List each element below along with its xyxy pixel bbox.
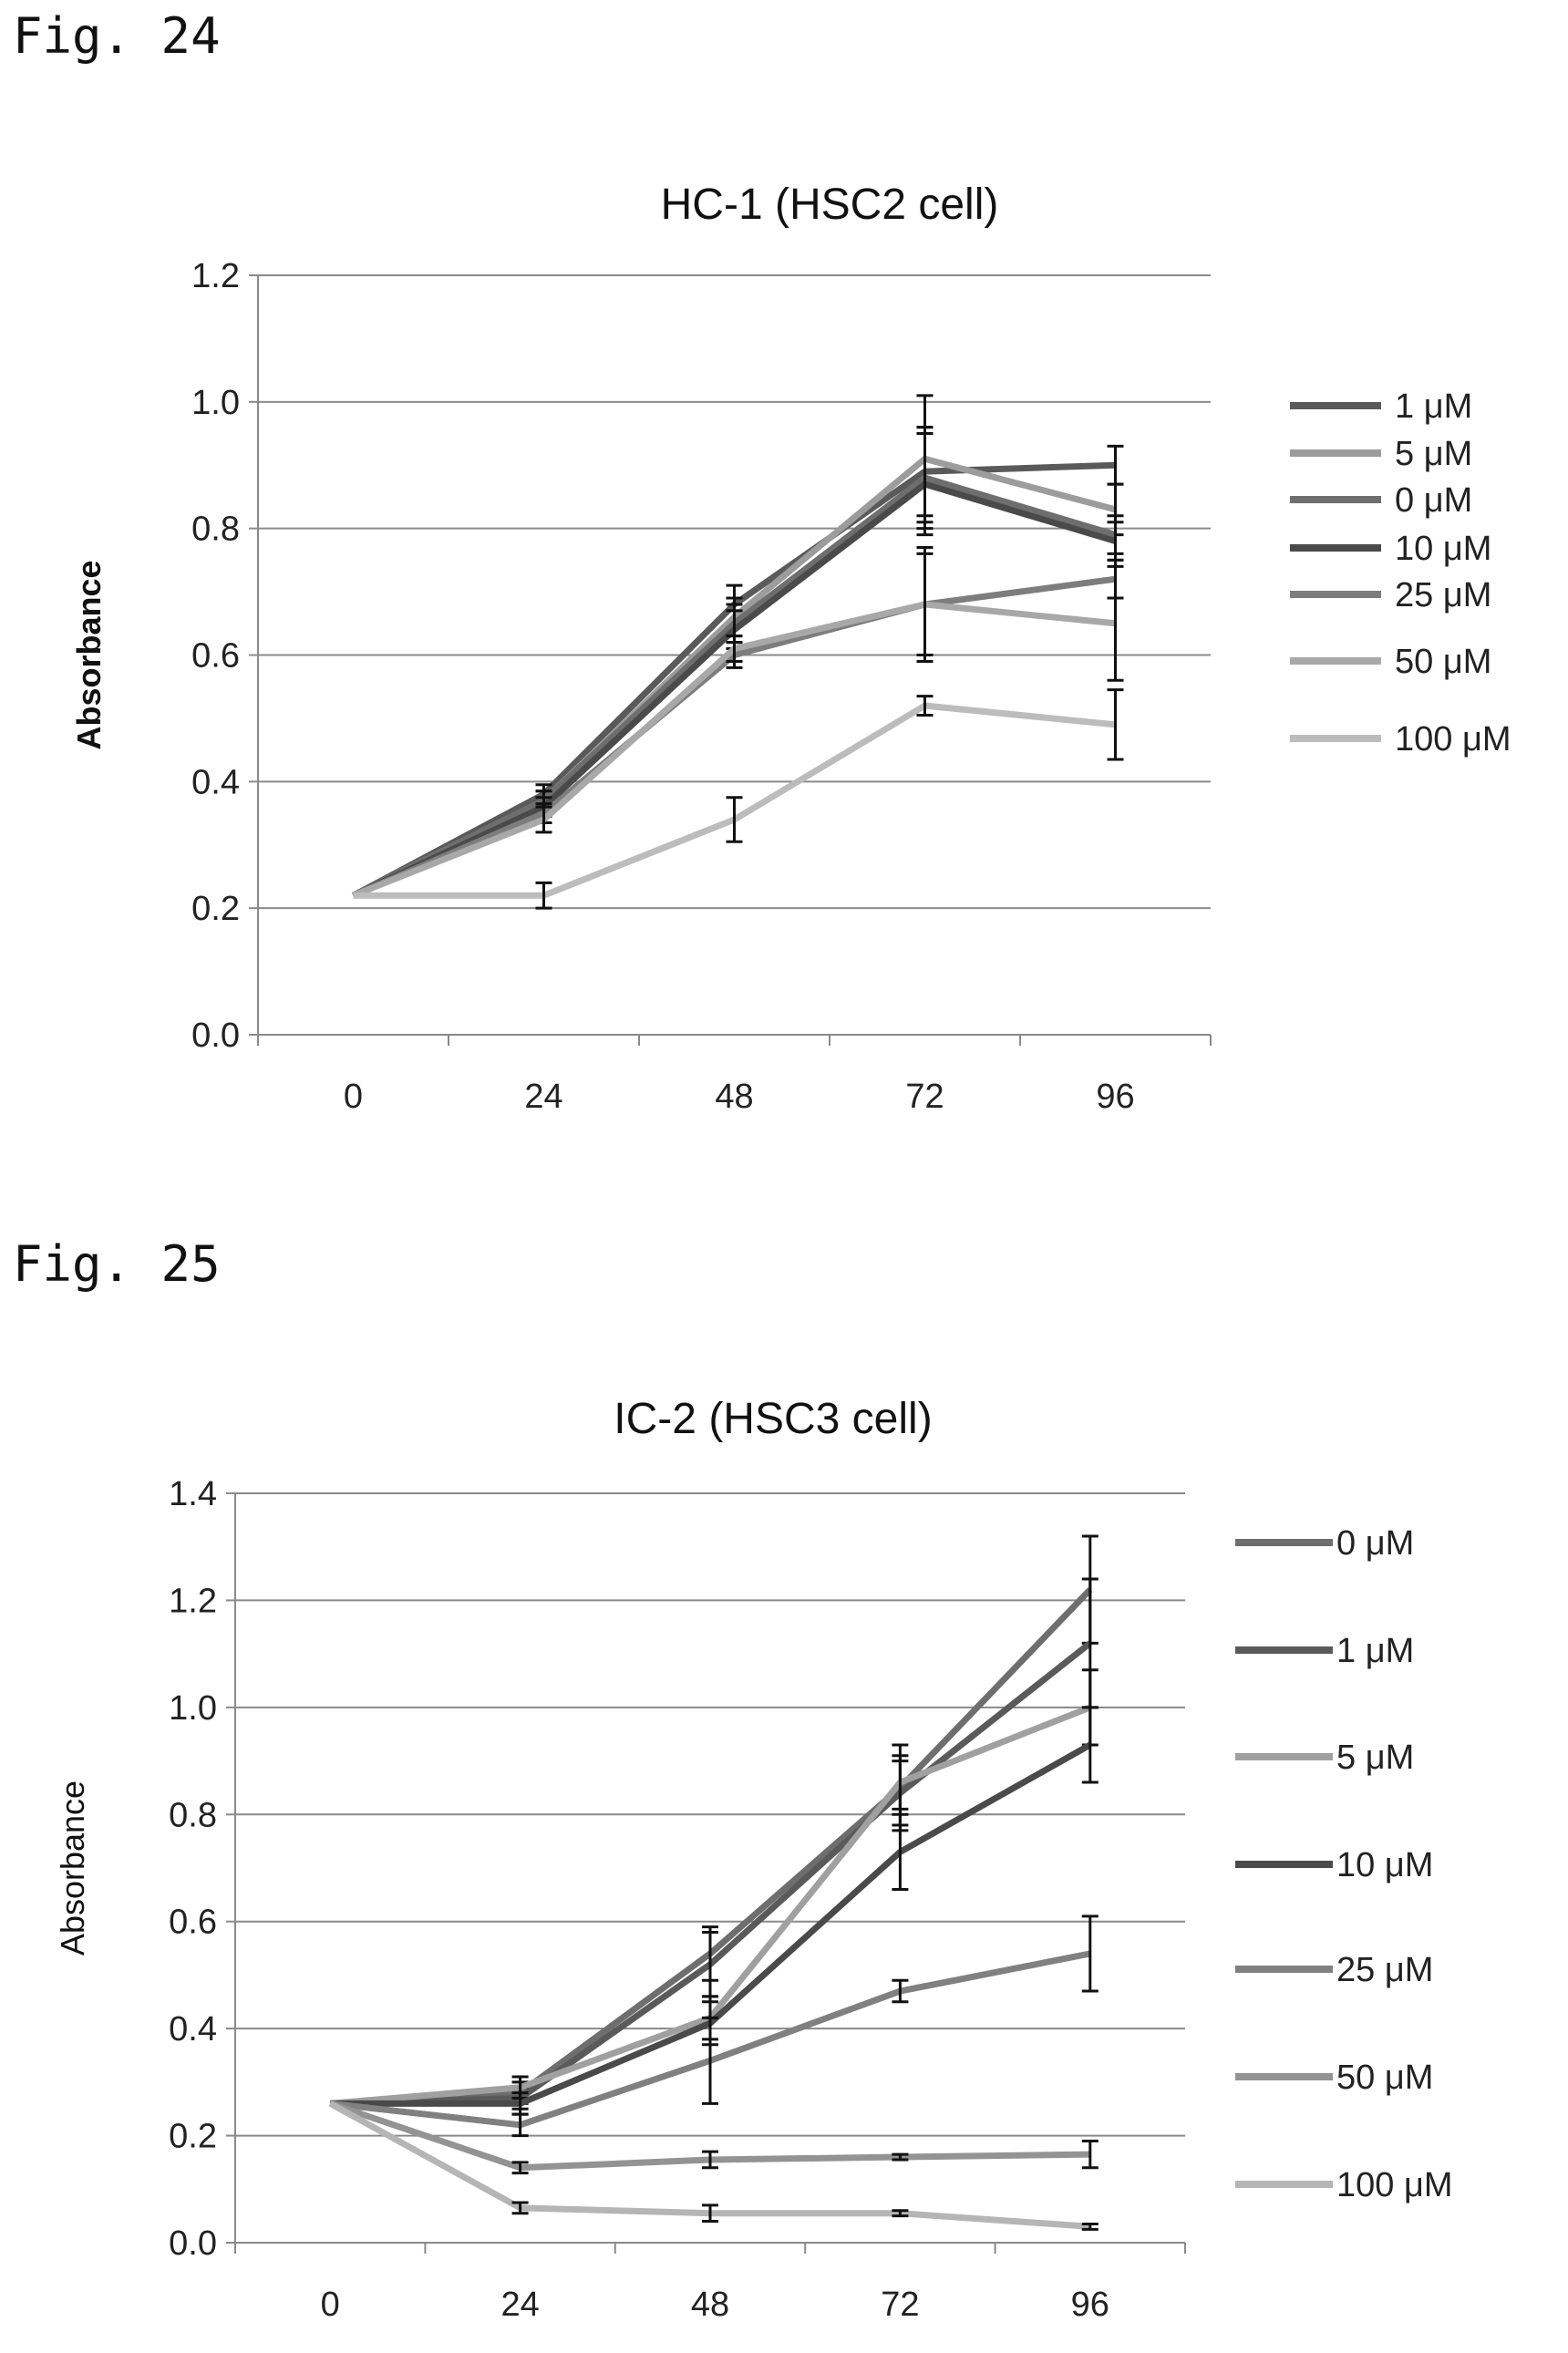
y-tick-label: 1.2 — [191, 257, 240, 295]
y-tick-label: 0.6 — [191, 637, 240, 676]
chart-hc1-hsc2: HC-1 (HSC2 cell) 0.0 0.2 0.4 0.6 0.8 1.0 1.2 0 24… — [70, 181, 1511, 1116]
chart-title: HC-1 (HSC2 cell) — [661, 181, 999, 229]
x-tick-label: 96 — [1071, 2286, 1109, 2324]
legend-label: 50 μM — [1336, 2059, 1433, 2097]
x-tick-label: 48 — [715, 1078, 753, 1116]
legend-label: 10 μM — [1336, 1846, 1433, 1884]
legend-label: 100 μM — [1395, 720, 1511, 759]
legend-label: 1 μM — [1395, 387, 1472, 426]
y-tick-label: 1.0 — [169, 1689, 217, 1728]
x-tick-label: 0 — [321, 2286, 340, 2324]
y-tick-label: 0.8 — [169, 1796, 217, 1834]
y-tick-label: 0.8 — [191, 511, 240, 549]
legend-label: 5 μM — [1395, 435, 1472, 473]
figure-label-25: Fig. 25 — [13, 1235, 221, 1293]
y-tick-label: 0.0 — [191, 1017, 240, 1055]
legend-label: 0 μM — [1336, 1524, 1414, 1563]
legend-label: 100 μM — [1336, 2166, 1453, 2204]
legend-label: 25 μM — [1395, 576, 1491, 614]
y-tick-label: 0.4 — [191, 763, 240, 801]
legend-label: 0 μM — [1395, 481, 1472, 520]
x-tick-label: 24 — [524, 1078, 562, 1116]
legend-label: 10 μM — [1395, 530, 1491, 568]
y-tick-label: 1.2 — [169, 1582, 217, 1620]
y-axis-label: Absorbance — [70, 560, 108, 749]
y-tick-label: 0.2 — [191, 890, 240, 928]
legend-label: 25 μM — [1336, 1951, 1433, 1989]
y-tick-label: 1.4 — [169, 1475, 217, 1513]
chart-title: IC-2 (HSC3 cell) — [614, 1395, 932, 1443]
legend-label: 50 μM — [1395, 643, 1491, 681]
y-tick-label: 0.4 — [169, 2010, 217, 2049]
legend-label: 5 μM — [1336, 1739, 1414, 1777]
x-tick-label: 0 — [344, 1078, 363, 1116]
y-axis-label: Absorbance — [54, 1780, 91, 1956]
x-tick-label: 24 — [500, 2286, 539, 2324]
x-tick-label: 96 — [1096, 1078, 1134, 1116]
y-tick-label: 0.6 — [169, 1904, 217, 1942]
x-tick-label: 72 — [905, 1078, 944, 1116]
x-tick-label: 48 — [691, 2286, 729, 2324]
y-tick-label: 0.2 — [169, 2118, 217, 2156]
y-tick-label: 1.0 — [191, 384, 240, 422]
chart-ic2-hsc3: IC-2 (HSC3 cell) 0.0 0.2 0.4 0.6 0.8 1.0 1.2 1.4… — [54, 1395, 1453, 2324]
figure-label-24: Fig. 24 — [13, 7, 221, 65]
legend-label: 1 μM — [1336, 1632, 1414, 1670]
y-tick-label: 0.0 — [169, 2224, 217, 2263]
x-tick-label: 72 — [881, 2286, 919, 2324]
